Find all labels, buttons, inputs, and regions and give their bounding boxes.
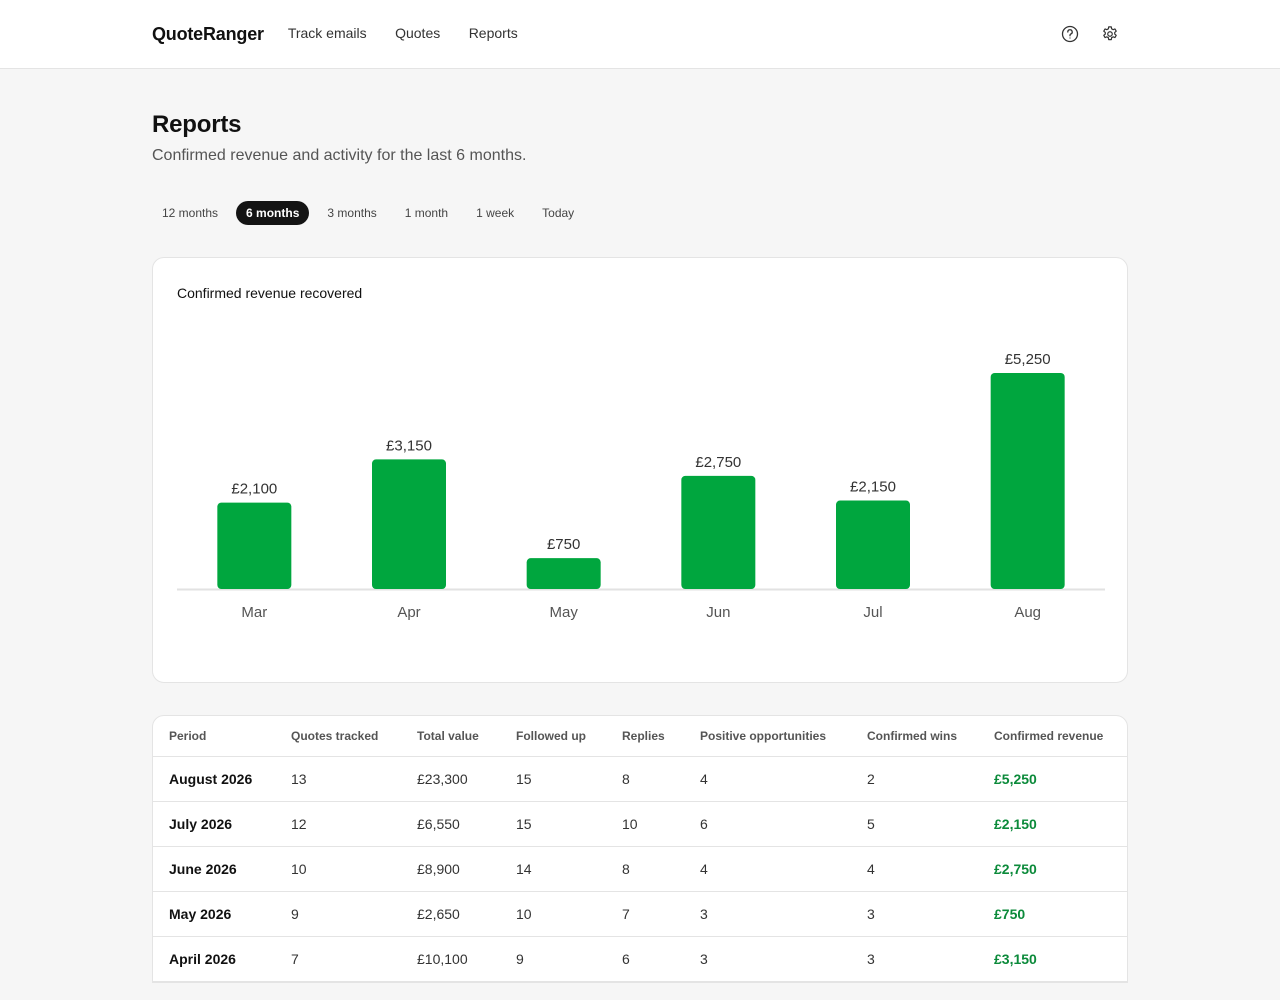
revenue-bar-chart: £2,100 Mar £3,150 Apr £750 May £2,750 Jun £2,150… (177, 351, 1105, 621)
chart-value-label: £2,750 (695, 454, 741, 471)
col-period: Period (153, 716, 275, 757)
nav-track-emails[interactable]: Track emails (287, 25, 367, 41)
cell-positive-opportunities: 4 (684, 846, 851, 892)
table-row: May 2026 9 £2,650 10 7 3 3 £750 (153, 891, 1127, 937)
cell-confirmed-revenue: £5,250 (978, 756, 1127, 802)
cell-total-value: £10,100 (401, 936, 500, 982)
table-row: June 2026 10 £8,900 14 8 4 4 £2,750 (153, 846, 1127, 892)
col-total-value: Total value (401, 716, 500, 757)
cell-replies: 10 (606, 801, 684, 847)
gear-icon[interactable] (1100, 24, 1120, 44)
page-title: Reports (152, 111, 242, 138)
cell-confirmed-revenue: £2,750 (978, 846, 1127, 892)
cell-period: August 2026 (153, 756, 275, 802)
table-row: July 2026 12 £6,550 15 10 6 5 £2,150 (153, 801, 1127, 847)
cell-followed-up: 14 (500, 846, 606, 892)
cell-replies: 6 (606, 936, 684, 982)
help-circle-icon[interactable] (1060, 24, 1080, 44)
cell-positive-opportunities: 4 (684, 756, 851, 802)
range-selector: 12 months 6 months 3 months 1 month 1 we… (152, 201, 1128, 225)
main-nav: Track emails Quotes Reports (288, 25, 542, 43)
cell-total-value: £2,650 (401, 891, 500, 937)
nav-reports[interactable]: Reports (468, 25, 518, 41)
top-bar: QuoteRanger Track emails Quotes Reports (0, 0, 1280, 69)
reports-page: Reports Confirmed revenue and activity f… (152, 111, 1128, 983)
chart-bar-aug[interactable] (990, 373, 1065, 589)
cell-positive-opportunities: 3 (684, 891, 851, 937)
cell-followed-up: 10 (500, 891, 606, 937)
reports-table-card: Period Quotes tracked Total value Follow… (152, 715, 1128, 983)
cell-replies: 8 (606, 846, 684, 892)
chart-value-label: £3,150 (386, 437, 432, 454)
table-header-row: Period Quotes tracked Total value Follow… (153, 716, 1127, 757)
revenue-chart-card: Confirmed revenue recovered £2,100 Mar £3,… (152, 257, 1128, 683)
range-today[interactable]: Today (542, 206, 575, 220)
x-tick-label: Jun (706, 604, 730, 621)
chart-bar-jun[interactable] (681, 475, 756, 589)
table-row: August 2026 13 £23,300 15 8 4 2 £5,250 (153, 756, 1127, 802)
cell-period: July 2026 (153, 801, 275, 847)
col-quotes-tracked: Quotes tracked (275, 716, 401, 757)
cell-confirmed-revenue: £3,150 (978, 936, 1127, 982)
chart-bar-mar[interactable] (217, 502, 292, 589)
col-positive-opportunities: Positive opportunities (684, 716, 851, 757)
col-followed-up: Followed up (500, 716, 606, 757)
x-tick-label: Aug (1014, 604, 1041, 621)
x-tick-label: Apr (397, 604, 420, 621)
cell-confirmed-wins: 4 (851, 846, 978, 892)
cell-total-value: £23,300 (401, 756, 500, 802)
cell-confirmed-wins: 5 (851, 801, 978, 847)
cell-followed-up: 9 (500, 936, 606, 982)
x-tick-label: May (549, 604, 578, 621)
cell-confirmed-revenue: £2,150 (978, 801, 1127, 847)
range-3-months[interactable]: 3 months (327, 206, 377, 220)
range-6-months[interactable]: 6 months (236, 201, 310, 225)
cell-positive-opportunities: 3 (684, 936, 851, 982)
page-subtitle: Confirmed revenue and activity for the l… (152, 147, 527, 164)
cell-period: April 2026 (153, 936, 275, 982)
chart-value-label: £750 (547, 536, 580, 553)
cell-followed-up: 15 (500, 801, 606, 847)
x-tick-label: Mar (241, 604, 267, 621)
cell-total-value: £6,550 (401, 801, 500, 847)
chart-bar-jul[interactable] (836, 500, 910, 589)
cell-total-value: £8,900 (401, 846, 500, 892)
chart-value-label: £5,250 (1005, 351, 1051, 368)
chart-bar-apr[interactable] (372, 459, 446, 589)
cell-quotes-tracked: 10 (275, 846, 401, 892)
chart-title: Confirmed revenue recovered (177, 285, 363, 301)
chart-value-label: £2,100 (231, 481, 277, 498)
range-12-months[interactable]: 12 months (162, 206, 219, 220)
chart-bar-may[interactable] (526, 558, 601, 589)
brand-logo[interactable]: QuoteRanger (152, 23, 264, 44)
cell-replies: 7 (606, 891, 684, 937)
col-confirmed-wins: Confirmed wins (851, 716, 978, 757)
cell-period: June 2026 (153, 846, 275, 892)
cell-confirmed-wins: 3 (851, 936, 978, 982)
cell-quotes-tracked: 13 (275, 756, 401, 802)
cell-period: May 2026 (153, 891, 275, 937)
cell-quotes-tracked: 9 (275, 891, 401, 937)
cell-confirmed-revenue: £750 (978, 891, 1127, 937)
col-confirmed-revenue: Confirmed revenue (978, 716, 1127, 757)
cell-followed-up: 15 (500, 756, 606, 802)
table-row: April 2026 7 £10,100 9 6 3 3 £3,150 (153, 936, 1127, 982)
cell-positive-opportunities: 6 (684, 801, 851, 847)
range-1-month[interactable]: 1 month (404, 206, 449, 220)
cell-confirmed-wins: 2 (851, 756, 978, 802)
cell-replies: 8 (606, 756, 684, 802)
range-1-week[interactable]: 1 week (476, 206, 515, 220)
cell-quotes-tracked: 12 (275, 801, 401, 847)
x-tick-label: Jul (863, 604, 882, 621)
chart-value-label: £2,150 (850, 479, 896, 496)
nav-quotes[interactable]: Quotes (395, 25, 441, 41)
cell-confirmed-wins: 3 (851, 891, 978, 937)
reports-table: Period Quotes tracked Total value Follow… (153, 716, 1127, 982)
cell-quotes-tracked: 7 (275, 936, 401, 982)
col-replies: Replies (606, 716, 684, 757)
